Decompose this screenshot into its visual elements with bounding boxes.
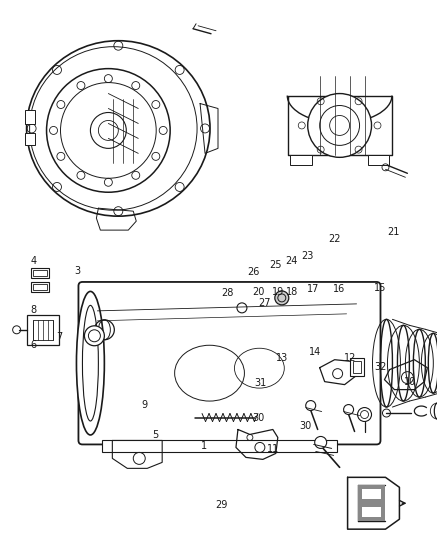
Bar xyxy=(361,489,381,499)
Text: 9: 9 xyxy=(142,400,148,410)
Circle shape xyxy=(314,437,327,448)
Text: 30: 30 xyxy=(299,421,311,431)
Bar xyxy=(25,133,35,146)
Text: 8: 8 xyxy=(30,305,36,315)
Text: 3: 3 xyxy=(74,266,80,276)
Text: 31: 31 xyxy=(254,378,267,389)
Bar xyxy=(290,155,312,165)
Text: 4: 4 xyxy=(30,256,36,266)
Text: 11: 11 xyxy=(268,445,280,454)
Circle shape xyxy=(275,291,289,305)
Text: 30: 30 xyxy=(252,413,265,423)
Text: 19: 19 xyxy=(272,287,284,297)
Bar xyxy=(31,268,49,278)
Bar xyxy=(353,361,360,373)
Circle shape xyxy=(343,405,353,415)
Bar xyxy=(27,315,59,345)
Text: 6: 6 xyxy=(30,340,36,350)
Bar xyxy=(357,486,385,521)
Bar xyxy=(361,507,381,517)
Polygon shape xyxy=(96,208,136,230)
Text: 26: 26 xyxy=(248,267,260,277)
Text: 16: 16 xyxy=(333,284,345,294)
Text: 20: 20 xyxy=(252,287,265,297)
Text: 32: 32 xyxy=(374,362,387,373)
Bar xyxy=(102,440,337,453)
Text: 14: 14 xyxy=(309,346,321,357)
Circle shape xyxy=(46,69,170,192)
Circle shape xyxy=(306,401,316,410)
Bar xyxy=(32,270,46,276)
Text: 13: 13 xyxy=(276,353,289,363)
Bar xyxy=(25,110,35,124)
Text: 18: 18 xyxy=(286,287,298,297)
Polygon shape xyxy=(348,478,399,529)
Text: 22: 22 xyxy=(328,234,341,244)
Ellipse shape xyxy=(77,292,104,435)
FancyBboxPatch shape xyxy=(78,282,381,445)
Text: 7: 7 xyxy=(57,332,63,342)
Text: 17: 17 xyxy=(307,284,319,294)
Text: 15: 15 xyxy=(374,282,387,293)
Polygon shape xyxy=(112,440,162,469)
Text: 25: 25 xyxy=(269,261,282,270)
Bar xyxy=(32,284,46,290)
Text: 23: 23 xyxy=(301,251,313,261)
Polygon shape xyxy=(320,360,357,385)
Text: 12: 12 xyxy=(344,353,356,363)
Text: 28: 28 xyxy=(222,288,234,298)
Text: 27: 27 xyxy=(258,297,271,308)
Circle shape xyxy=(357,408,371,422)
Bar xyxy=(350,358,364,376)
Text: 5: 5 xyxy=(152,431,159,440)
Text: 1: 1 xyxy=(201,441,207,451)
Polygon shape xyxy=(385,360,427,390)
Text: 10: 10 xyxy=(404,377,417,387)
Ellipse shape xyxy=(27,41,210,216)
Polygon shape xyxy=(236,430,278,459)
Bar xyxy=(367,155,389,165)
Text: 21: 21 xyxy=(388,227,400,237)
Bar xyxy=(32,320,53,340)
Circle shape xyxy=(308,94,371,157)
Text: 24: 24 xyxy=(285,256,298,266)
Circle shape xyxy=(85,326,104,346)
Bar xyxy=(31,282,49,292)
Text: 29: 29 xyxy=(215,499,227,510)
Polygon shape xyxy=(288,95,392,155)
